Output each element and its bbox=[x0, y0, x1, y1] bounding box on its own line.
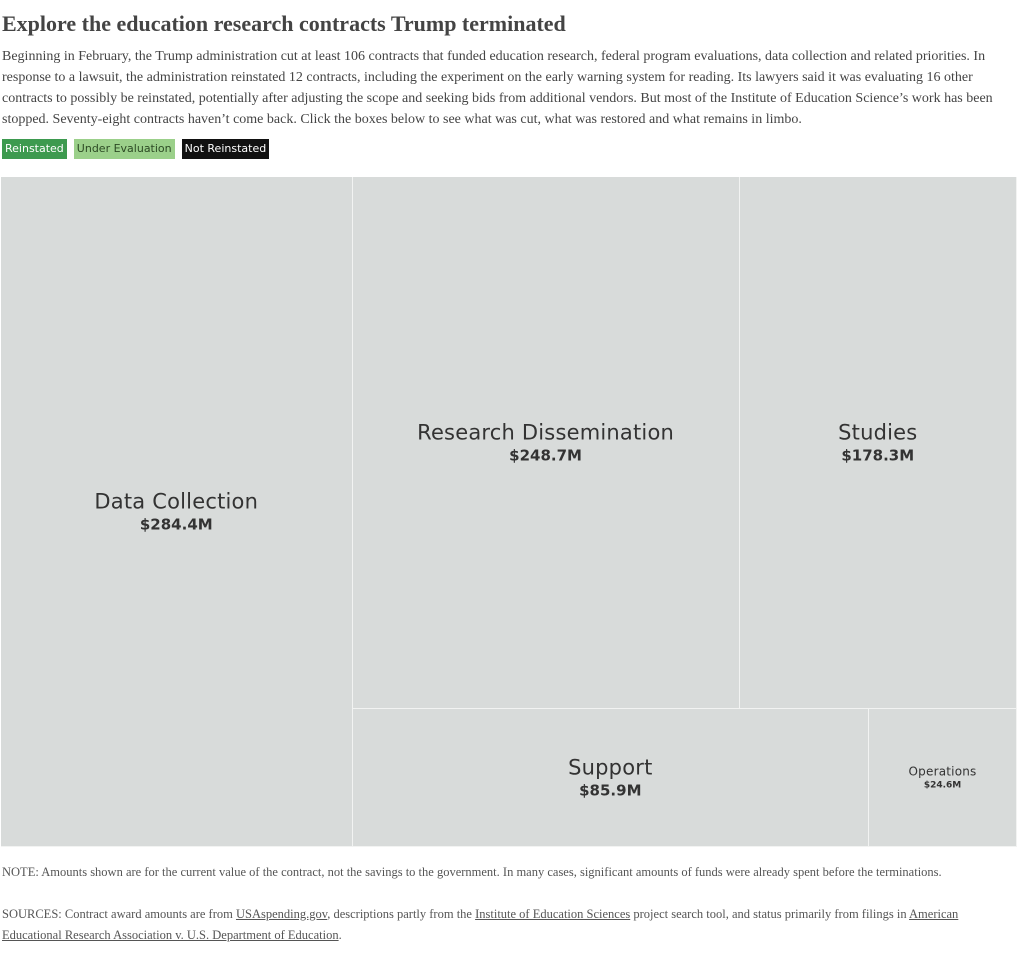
legend-reinstated[interactable]: Reinstated bbox=[2, 139, 67, 159]
treemap-cell-studies[interactable]: Studies $178.3M bbox=[739, 177, 1017, 710]
legend-under-evaluation[interactable]: Under Evaluation bbox=[73, 139, 175, 159]
cell-category-name: Operations bbox=[908, 764, 977, 779]
cell-label: Studies $178.3M bbox=[740, 420, 1016, 465]
cell-label: Support $85.9M bbox=[353, 755, 869, 800]
cell-category-name: Support bbox=[568, 755, 653, 780]
legend-not-reinstated[interactable]: Not Reinstated bbox=[181, 139, 270, 159]
treemap-cell-research-dissemination[interactable]: Research Dissemination $248.7M bbox=[352, 177, 740, 710]
sources-text: , descriptions partly from the bbox=[327, 907, 476, 921]
cell-label: Research Dissemination $248.7M bbox=[353, 420, 739, 465]
cell-amount: $85.9M bbox=[579, 781, 642, 800]
intro-paragraph: Beginning in February, the Trump adminis… bbox=[2, 49, 993, 127]
cell-label: Data Collection $284.4M bbox=[1, 489, 352, 534]
cell-amount: $284.4M bbox=[139, 515, 213, 533]
cell-category-name: Data Collection bbox=[94, 489, 259, 513]
sources-footnote: SOURCES: Contract award amounts are from… bbox=[2, 904, 1002, 946]
cell-amount: $248.7M bbox=[509, 446, 582, 465]
cell-amount: $178.3M bbox=[841, 446, 915, 465]
cell-label: Operations $24.6M bbox=[869, 764, 1016, 791]
ies-link[interactable]: Institute of Education Sciences bbox=[475, 907, 631, 921]
cell-category-name: Research Dissemination bbox=[417, 420, 674, 445]
sources-text: project search tool, and status primaril… bbox=[630, 907, 910, 921]
cell-category-name: Studies bbox=[838, 420, 918, 445]
treemap-cell-support[interactable]: Support $85.9M bbox=[352, 709, 870, 847]
status-legend: Reinstated Under Evaluation Not Reinstat… bbox=[2, 139, 270, 159]
usaspending-link[interactable]: USAspending.gov bbox=[235, 907, 328, 921]
footnote: NOTE: Amounts shown are for the current … bbox=[2, 865, 942, 879]
cell-amount: $24.6M bbox=[923, 780, 962, 791]
treemap-chart: Data Collection $284.4M Research Dissemina… bbox=[1, 177, 1017, 847]
sources-text: . bbox=[338, 928, 342, 942]
court-case-link[interactable]: American Educational Research Associatio… bbox=[2, 907, 959, 942]
page-title: Explore the education research contracts… bbox=[2, 11, 566, 36]
sources-text: SOURCES: Contract award amounts are from bbox=[2, 907, 236, 921]
treemap-cell-data-collection[interactable]: Data Collection $284.4M bbox=[1, 177, 353, 847]
treemap-cell-operations[interactable]: Operations $24.6M bbox=[869, 709, 1017, 847]
